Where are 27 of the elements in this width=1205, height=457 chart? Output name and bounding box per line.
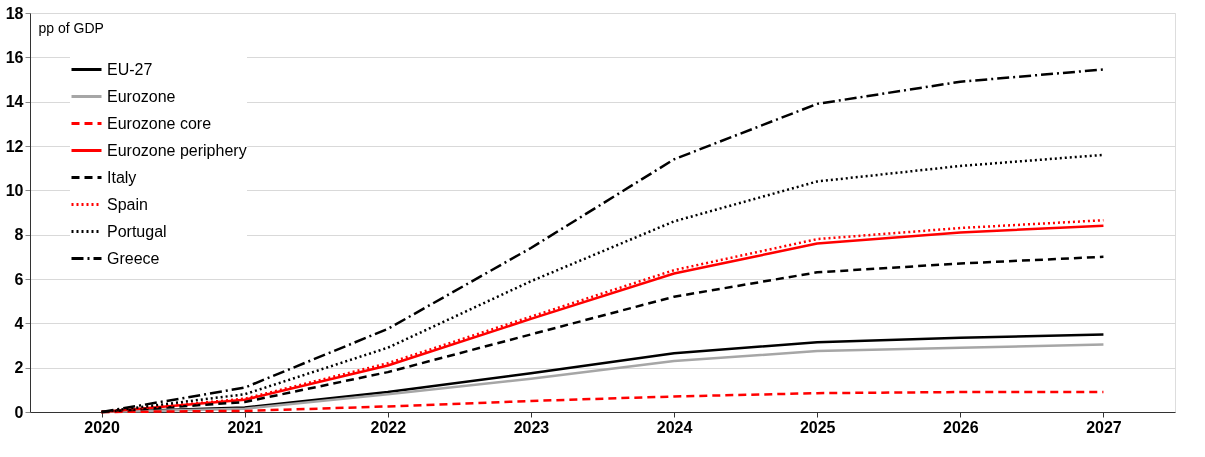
legend-label: Spain xyxy=(107,195,148,213)
legend-label: Portugal xyxy=(107,222,167,240)
y-tick-label: 18 xyxy=(5,4,24,22)
y-tick-label: 6 xyxy=(14,270,24,288)
y-tick-label: 0 xyxy=(14,403,24,421)
x-tick-label: 2026 xyxy=(943,418,979,436)
y-tick-label: 2 xyxy=(14,359,24,377)
legend-label: Eurozone xyxy=(107,87,176,105)
legend-label: Eurozone periphery xyxy=(107,141,247,159)
legend-label: Eurozone core xyxy=(107,114,212,132)
legend-label: EU-27 xyxy=(107,60,153,78)
y-tick-label: 8 xyxy=(14,226,24,244)
y-tick-label: 12 xyxy=(5,137,24,155)
x-tick-label: 2020 xyxy=(84,418,120,436)
x-tick-label: 2022 xyxy=(370,418,407,436)
legend-label: Italy xyxy=(107,168,137,186)
y-tick-label: 14 xyxy=(5,93,24,111)
legend-label: Greece xyxy=(107,249,160,267)
x-tick-label: 2023 xyxy=(513,418,550,436)
x-tick-label: 2021 xyxy=(227,418,264,436)
y-axis-title: pp of GDP xyxy=(38,19,104,36)
x-tick-label: 2027 xyxy=(1086,418,1122,436)
y-tick-label: 4 xyxy=(14,314,24,332)
x-tick-label: 2024 xyxy=(656,418,693,436)
y-tick-label: 10 xyxy=(5,181,24,199)
x-tick-label: 2025 xyxy=(799,418,836,436)
y-tick-label: 16 xyxy=(5,48,24,66)
